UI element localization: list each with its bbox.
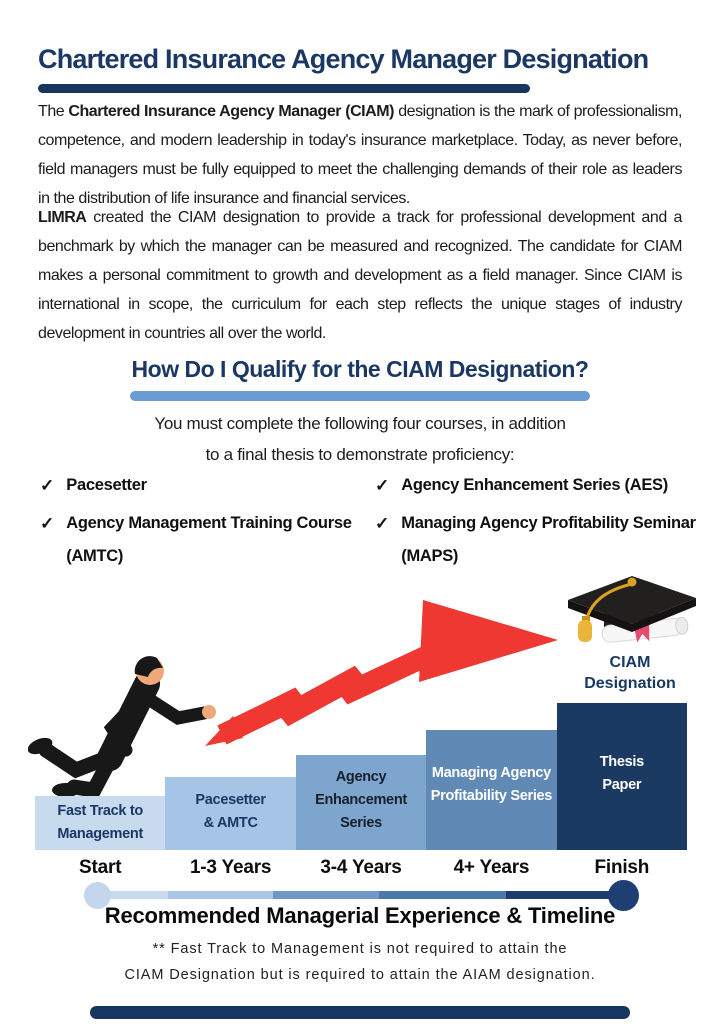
step-label: Agency Enhancement Series [315, 769, 407, 831]
step-managing-agency-profitability: Managing Agency Profitability Series [426, 730, 557, 850]
timeline-label-3-4: 3-4 Years [320, 857, 402, 878]
intro-paragraph-2: LIMRA created the CIAM designation to pr… [38, 209, 682, 342]
qualify-heading: How Do I Qualify for the CIAM Designatio… [131, 356, 589, 382]
intro-paragraph-1: The Chartered Insurance Agency Manager (… [38, 103, 682, 207]
course-label: Pacesetter [66, 476, 147, 494]
timeline-segment [99, 891, 168, 899]
qualify-heading-underline [130, 391, 590, 401]
timeline-label-finish: Finish [594, 857, 650, 878]
zigzag-growth-arrow-icon [205, 600, 558, 746]
checkmark-icon: ✓ [40, 514, 55, 533]
timeline-segment [273, 891, 379, 899]
title-underline [38, 84, 530, 93]
timeline-title: Recommended Managerial Experience & Time… [104, 903, 616, 928]
checkmark-icon: ✓ [375, 476, 390, 495]
course-item-amtc: ✓ Agency Management Training Course (AMTC… [40, 507, 375, 573]
timeline-labels: Start 1-3 Years 3-4 Years 4+ Years Finis… [35, 857, 687, 879]
step-agency-enhancement: Agency Enhancement Series [295, 755, 427, 850]
checkmark-icon: ✓ [375, 514, 390, 533]
course-label: Managing Agency Profitability Seminar (MA… [401, 514, 696, 565]
step-label: Thesis Paper [599, 754, 644, 793]
timeline-start-dot [84, 882, 111, 909]
course-label: Agency Management Training Course (AMTC) [66, 514, 352, 565]
page-title: Chartered Insurance Agency Manager Desig… [38, 44, 649, 74]
footer-bar [90, 1006, 630, 1019]
step-thesis-paper: Thesis Paper [556, 703, 688, 850]
course-item-pacesetter: ✓ Pacesetter [40, 469, 375, 502]
step-label: Managing Agency Profitability Series [430, 765, 553, 804]
qualify-intro-line-2: to a final thesis to demonstrate profici… [205, 445, 515, 464]
qualify-intro: You must complete the following four cou… [0, 408, 720, 470]
timeline-segment [505, 891, 627, 899]
graduation-cap-icon [568, 576, 696, 643]
course-item-aes: ✓ Agency Enhancement Series (AES) [375, 469, 696, 502]
footnote: ** Fast Track to Management is not requi… [124, 941, 596, 983]
career-staircase-diagram: CIAM Designation Fast Track to Management … [0, 560, 720, 855]
step-label: Pacesetter & AMTC [195, 792, 266, 831]
course-label: Agency Enhancement Series (AES) [401, 476, 668, 494]
timeline-line [99, 891, 627, 899]
ciam-designation-label: CIAM Designation [584, 654, 676, 692]
course-item-maps: ✓ Managing Agency Profitability Seminar(… [375, 507, 696, 573]
qualify-intro-line-1: You must complete the following four cou… [154, 414, 566, 433]
course-checklist: ✓ Pacesetter ✓ Agency Management Trainin… [40, 469, 696, 573]
timeline-label-start: Start [79, 857, 122, 878]
step-fast-track: Fast Track to Management [35, 796, 166, 850]
timeline-end-dot [608, 880, 639, 911]
timeline-segment [167, 891, 274, 899]
step-label: Fast Track to Management [57, 803, 144, 842]
step-pacesetter-amtc: Pacesetter & AMTC [165, 777, 296, 850]
timeline-segment [378, 891, 506, 899]
staircase-steps: Fast Track to Management Pacesetter & AMTC… [35, 703, 688, 850]
running-businessman-icon [28, 656, 216, 799]
timeline-label-4plus: 4+ Years [453, 857, 530, 878]
checkmark-icon: ✓ [40, 476, 55, 495]
timeline-label-1-3: 1-3 Years [189, 857, 272, 878]
